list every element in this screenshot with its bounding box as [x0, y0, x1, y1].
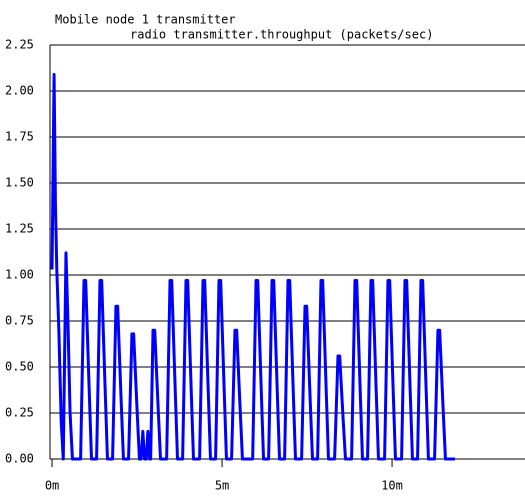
- chart-subtitle: radio transmitter.throughput (packets/se…: [130, 28, 433, 42]
- y-tick-label: 1.75: [5, 130, 34, 144]
- y-tick-label: 2.25: [5, 38, 34, 52]
- y-tick-label: 0.25: [5, 406, 34, 420]
- y-tick-label: 0.75: [5, 314, 34, 328]
- y-tick-label: 2.00: [5, 84, 34, 98]
- y-tick-label: 0.00: [5, 452, 34, 466]
- x-tick-label: 10m: [381, 479, 403, 493]
- y-tick-label: 0.50: [5, 360, 34, 374]
- y-tick-label: 1.50: [5, 176, 34, 190]
- chart-title: Mobile node 1 transmitter: [55, 13, 236, 27]
- x-tick-label: 5m: [215, 479, 229, 493]
- y-tick-label: 1.25: [5, 222, 34, 236]
- y-tick-label: 1.00: [5, 268, 34, 282]
- x-tick-label: 0m: [45, 479, 59, 493]
- data-line: [50, 72, 455, 461]
